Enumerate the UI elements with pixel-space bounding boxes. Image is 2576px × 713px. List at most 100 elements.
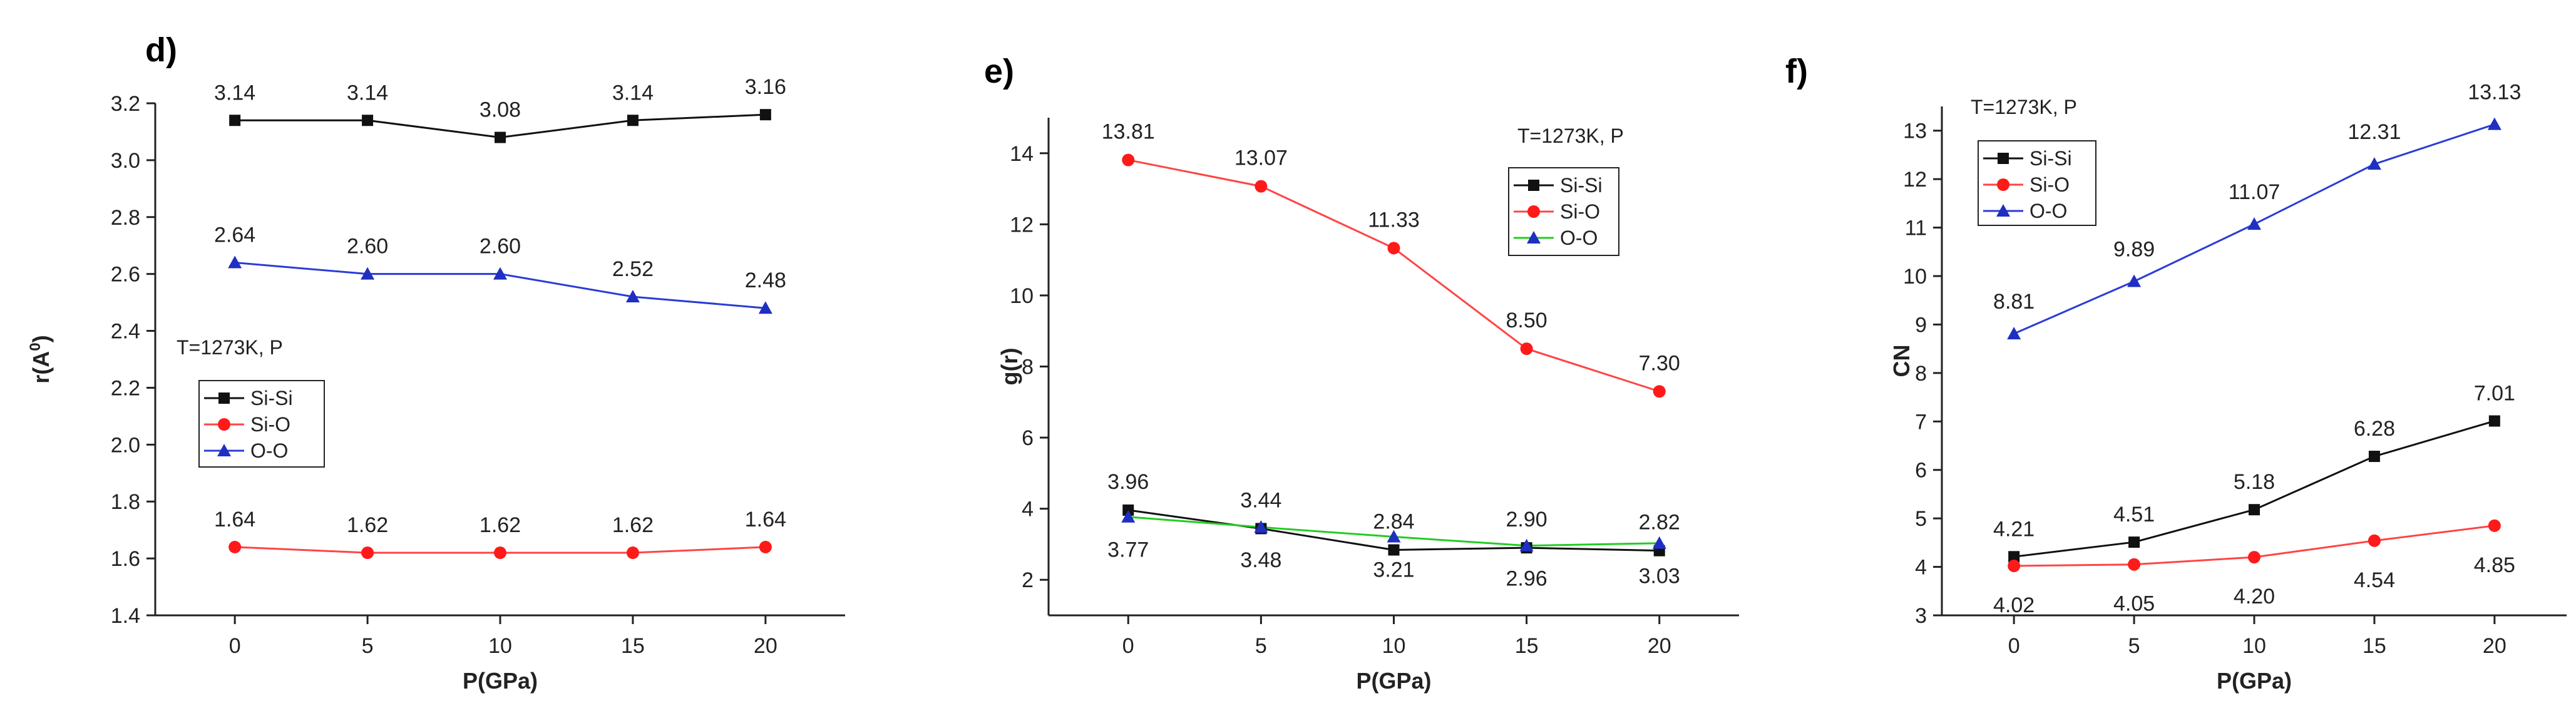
chart-panel-2: e) 0 5 10 15 20 2 4 6 8 10 12 14 P(GPa) g(r) 3.96 3.44 2.… bbox=[984, 53, 1739, 694]
data-label-o-o: 3.48 bbox=[1240, 548, 1281, 572]
panel-label: e) bbox=[984, 53, 1014, 90]
x-tick-label: 10 bbox=[488, 634, 512, 658]
data-label-o-o: 3.77 bbox=[1107, 538, 1149, 562]
x-tick-label: 0 bbox=[229, 634, 241, 658]
legend-entry-si-si: Si-Si bbox=[1560, 174, 1603, 197]
y-axis-label-main: r(A bbox=[28, 351, 54, 384]
data-label-si-si: 3.08 bbox=[480, 98, 521, 122]
data-label-si-si: 3.16 bbox=[745, 75, 786, 99]
y-tick-label: 14 bbox=[1010, 142, 1034, 166]
data-label-si-si: 4.51 bbox=[2113, 503, 2155, 526]
data-label-si-o: 1.64 bbox=[214, 508, 255, 531]
y-tick-label: 11 bbox=[1905, 217, 1927, 240]
data-point-si-si bbox=[627, 115, 639, 126]
x-tick-label: 0 bbox=[1122, 634, 1134, 658]
data-label-o-o: 12.31 bbox=[2348, 120, 2401, 144]
data-point-o-o bbox=[228, 255, 242, 269]
data-point-o-o bbox=[625, 290, 640, 303]
data-label-si-si: 3.44 bbox=[1240, 488, 1281, 512]
y-tick-label: 10 bbox=[1010, 284, 1034, 308]
data-label-si-si: 3.14 bbox=[347, 81, 388, 105]
y-tick-label: 13 bbox=[1903, 120, 1927, 143]
panel-label: d) bbox=[145, 31, 177, 69]
condition-label: T=1273K, P bbox=[1517, 125, 1624, 147]
x-tick-label: 15 bbox=[1515, 634, 1539, 658]
legend: Si-Si Si-O O-O bbox=[198, 380, 325, 468]
y-tick-label: 3.0 bbox=[111, 149, 140, 173]
data-point-si-o bbox=[626, 546, 639, 560]
chart-panel-3: f) 0 5 10 15 20 3 4 5 6 7 8 9 10 11 12 13 P(GPa) CN 4.21 4.5… bbox=[1785, 53, 2567, 694]
data-label-si-si: 4.21 bbox=[1993, 517, 2035, 541]
data-point-o-o bbox=[2367, 157, 2381, 170]
data-label-si-o: 4.54 bbox=[2354, 568, 2395, 592]
legend-marker bbox=[1997, 178, 2009, 191]
y-axis-label: g(r) bbox=[997, 348, 1022, 386]
data-label-si-o: 13.07 bbox=[1234, 146, 1288, 170]
data-label-o-o: 3.21 bbox=[1373, 558, 1414, 582]
y-axis-label-close: ) bbox=[28, 335, 54, 342]
data-label-o-o: 13.13 bbox=[2468, 81, 2521, 105]
data-point-si-o bbox=[1255, 180, 1268, 193]
data-label-o-o: 11.07 bbox=[2229, 180, 2281, 204]
x-tick-label: 5 bbox=[2128, 634, 2140, 658]
y-tick-label: 6 bbox=[1915, 459, 1927, 483]
data-point-si-o bbox=[361, 546, 374, 560]
legend-marker bbox=[217, 444, 231, 456]
data-point-si-si bbox=[362, 115, 374, 126]
data-label-si-o: 8.50 bbox=[1506, 309, 1547, 332]
legend-entry-si-o: Si-O bbox=[2029, 173, 2070, 196]
y-tick-label: 5 bbox=[1915, 507, 1927, 531]
legend-entry-si-si: Si-Si bbox=[250, 387, 293, 409]
data-label-si-o: 1.62 bbox=[480, 513, 521, 537]
y-tick-label: 1.6 bbox=[111, 547, 140, 571]
x-axis-label: P(GPa) bbox=[1356, 668, 1431, 694]
y-tick-label: 12 bbox=[1903, 168, 1927, 192]
data-label-si-si: 2.84 bbox=[1373, 510, 1414, 534]
data-point-o-o bbox=[2247, 217, 2261, 230]
data-point-o-o bbox=[1387, 530, 1401, 543]
data-point-si-o bbox=[2488, 519, 2501, 532]
data-point-o-o bbox=[758, 301, 772, 314]
data-label-o-o: 9.89 bbox=[2113, 238, 2155, 262]
data-point-si-si bbox=[2488, 415, 2500, 427]
data-point-o-o bbox=[1121, 510, 1136, 523]
data-point-si-o bbox=[2128, 558, 2141, 571]
data-label-si-si: 5.18 bbox=[2234, 470, 2275, 494]
data-label-o-o: 8.81 bbox=[1993, 290, 2035, 314]
x-tick-label: 20 bbox=[2483, 634, 2507, 658]
data-point-o-o bbox=[2007, 327, 2021, 340]
data-label-si-o: 1.64 bbox=[745, 508, 786, 531]
legend: Si-Si Si-O O-O bbox=[1508, 167, 1619, 256]
legend-entry-si-o: Si-O bbox=[1560, 200, 1600, 223]
y-tick-label: 10 bbox=[1903, 265, 1927, 289]
data-point-si-si bbox=[2368, 451, 2380, 463]
y-tick-label: 12 bbox=[1010, 213, 1034, 237]
data-label-si-o: 4.85 bbox=[2474, 553, 2515, 577]
y-tick-label: 7 bbox=[1915, 410, 1927, 434]
y-tick-label: 9 bbox=[1915, 313, 1927, 337]
x-tick-label: 5 bbox=[1255, 634, 1267, 658]
x-axis-label: P(GPa) bbox=[2217, 668, 2292, 694]
data-label-o-o: 2.60 bbox=[347, 235, 388, 259]
data-point-o-o bbox=[1254, 520, 1268, 533]
y-axis-label: CN bbox=[1889, 345, 1914, 377]
data-point-si-o bbox=[759, 540, 772, 553]
data-label-o-o: 2.64 bbox=[214, 223, 255, 247]
panel-label: f) bbox=[1785, 53, 1808, 90]
y-tick-label: 2.6 bbox=[111, 263, 140, 287]
x-tick-label: 20 bbox=[1648, 634, 1671, 658]
y-tick-label: 8 bbox=[1915, 362, 1927, 386]
data-point-si-o bbox=[228, 540, 242, 553]
data-label-si-si: 3.14 bbox=[214, 81, 255, 105]
data-point-si-o bbox=[1122, 153, 1135, 167]
y-tick-label: 2 bbox=[1022, 568, 1034, 592]
data-label-si-o: 4.05 bbox=[2113, 592, 2155, 616]
legend-entry-si-si: Si-Si bbox=[2029, 147, 2072, 170]
data-label-si-o: 4.20 bbox=[2234, 585, 2275, 608]
x-axis-label: P(GPa) bbox=[463, 668, 538, 694]
y-tick-label: 4 bbox=[1915, 556, 1927, 580]
data-point-si-si bbox=[2008, 551, 2020, 563]
y-tick-label: 2.8 bbox=[111, 206, 140, 230]
legend-marker bbox=[218, 392, 230, 404]
